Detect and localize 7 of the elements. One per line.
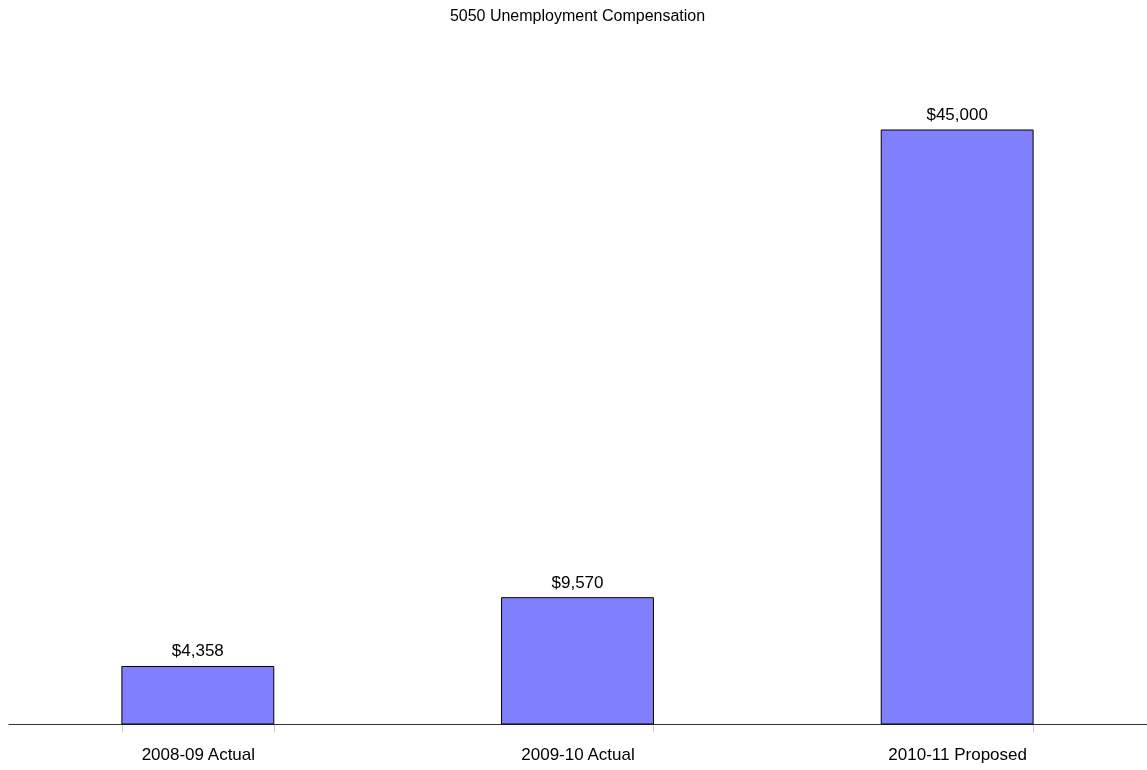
data-label: $45,000 (926, 105, 988, 124)
data-label: $9,570 (551, 572, 604, 592)
chart-title: 5050 Unemployment Compensation (449, 7, 706, 24)
x-tick-label: 2010-11 Proposed (888, 744, 1027, 764)
x-tick-label: 2009-10 Actual (521, 744, 635, 764)
data-label: $4,358 (171, 641, 224, 661)
x-tick-label: 2008-09 Actual (141, 744, 256, 764)
